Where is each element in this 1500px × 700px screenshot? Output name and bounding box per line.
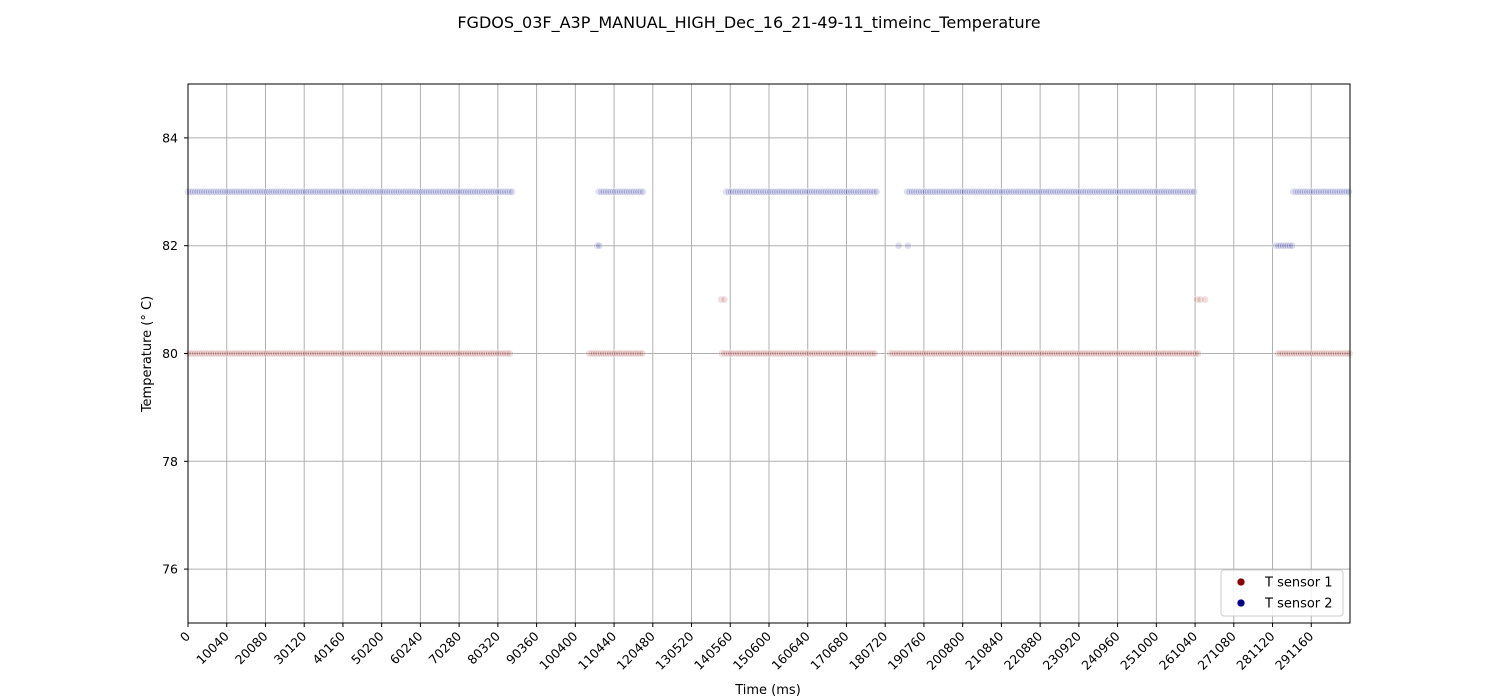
x-tick-label: 291160 xyxy=(1272,628,1316,672)
x-tick-label: 80320 xyxy=(464,628,503,667)
data-point xyxy=(1200,295,1209,304)
data-point xyxy=(503,349,512,358)
series-1 xyxy=(184,295,1354,358)
data-point xyxy=(501,349,510,358)
data-point xyxy=(1344,187,1353,196)
x-tick-label: 40160 xyxy=(309,628,348,667)
data-point xyxy=(634,187,643,196)
x-tick-label: 160640 xyxy=(769,628,813,672)
data-point xyxy=(1193,295,1202,304)
data-point xyxy=(633,349,642,358)
x-tick-label: 190760 xyxy=(885,628,929,672)
x-axis: 0 10040 20080 30120 40160 50200 60240 70280 8032… xyxy=(177,623,1316,673)
y-tick-label: 82 xyxy=(162,238,178,253)
x-tick-label: 50200 xyxy=(348,628,387,667)
x-tick-label: 170680 xyxy=(807,628,851,672)
data-point xyxy=(636,349,645,358)
data-point xyxy=(1288,241,1297,250)
x-tick-label: 0 xyxy=(177,628,193,644)
data-point xyxy=(638,187,647,196)
y-tick-label: 84 xyxy=(162,130,178,145)
data-point xyxy=(1191,349,1200,358)
x-tick-label: 60240 xyxy=(387,628,426,667)
data-point xyxy=(1189,349,1198,358)
x-tick-label: 230920 xyxy=(1040,628,1084,672)
chart-title: FGDOS_03F_A3P_MANUAL_HIGH_Dec_16_21-49-1… xyxy=(457,13,1040,33)
data-point xyxy=(717,295,726,304)
legend-label: T sensor 2 xyxy=(1264,597,1333,612)
data-point xyxy=(1196,295,1205,304)
x-tick-label: 110440 xyxy=(575,628,619,672)
data-point xyxy=(593,241,602,250)
series-2 xyxy=(184,187,1353,250)
data-point xyxy=(894,241,903,250)
data-point xyxy=(505,349,514,358)
data-point xyxy=(636,187,645,196)
data-point xyxy=(1185,187,1194,196)
y-axis-label: Temperature (° C) xyxy=(140,296,155,413)
plot-area xyxy=(184,187,1354,358)
data-point xyxy=(1283,241,1292,250)
x-tick-label: 240960 xyxy=(1078,628,1122,672)
x-tick-label: 271080 xyxy=(1195,628,1239,672)
data-point xyxy=(1343,349,1352,358)
data-point xyxy=(866,349,875,358)
x-tick-label: 100400 xyxy=(536,628,580,672)
y-axis: 76 78 80 82 84 xyxy=(162,130,188,577)
x-tick-label: 70280 xyxy=(426,628,465,667)
data-point xyxy=(868,349,877,358)
x-tick-label: 210840 xyxy=(962,628,1006,672)
data-point xyxy=(508,187,517,196)
data-point xyxy=(595,241,604,250)
x-tick-label: 130520 xyxy=(652,628,696,672)
data-point xyxy=(1341,349,1349,358)
x-tick-label: 120480 xyxy=(614,628,658,672)
data-point xyxy=(1187,187,1196,196)
x-tick-label: 150600 xyxy=(730,628,774,672)
legend: T sensor 1 T sensor 2 xyxy=(1220,569,1344,617)
x-tick-label: 20080 xyxy=(232,628,271,667)
x-tick-label: 30120 xyxy=(271,628,310,667)
x-tick-label: 10040 xyxy=(193,628,232,667)
data-point xyxy=(870,349,879,358)
legend-label: T sensor 1 xyxy=(1264,576,1333,591)
x-tick-label: 220880 xyxy=(1001,628,1045,672)
x-axis-label: Time (ms) xyxy=(734,683,801,698)
x-tick-label: 180720 xyxy=(846,628,890,672)
data-point xyxy=(505,187,514,196)
x-tick-label: 261040 xyxy=(1156,628,1200,672)
y-tick-label: 76 xyxy=(162,562,178,577)
data-point xyxy=(638,349,647,358)
x-tick-label: 281120 xyxy=(1233,628,1277,672)
y-tick-label: 80 xyxy=(162,346,178,361)
grid xyxy=(187,84,1350,623)
legend-box xyxy=(1220,569,1344,617)
data-point xyxy=(872,187,881,196)
data-point xyxy=(1194,349,1202,358)
data-point xyxy=(903,241,912,250)
x-tick-label: 200800 xyxy=(923,628,967,672)
x-tick-label: 251000 xyxy=(1117,628,1161,672)
data-point xyxy=(1285,241,1294,250)
legend-marker xyxy=(1236,598,1246,608)
data-point xyxy=(870,187,879,196)
data-point xyxy=(503,187,512,196)
data-point xyxy=(1190,187,1199,196)
data-point xyxy=(1340,187,1349,196)
x-tick-label: 140560 xyxy=(691,628,735,672)
data-point xyxy=(720,295,729,304)
data-point xyxy=(868,187,876,196)
y-tick-label: 78 xyxy=(162,454,178,469)
legend-marker xyxy=(1236,577,1246,587)
